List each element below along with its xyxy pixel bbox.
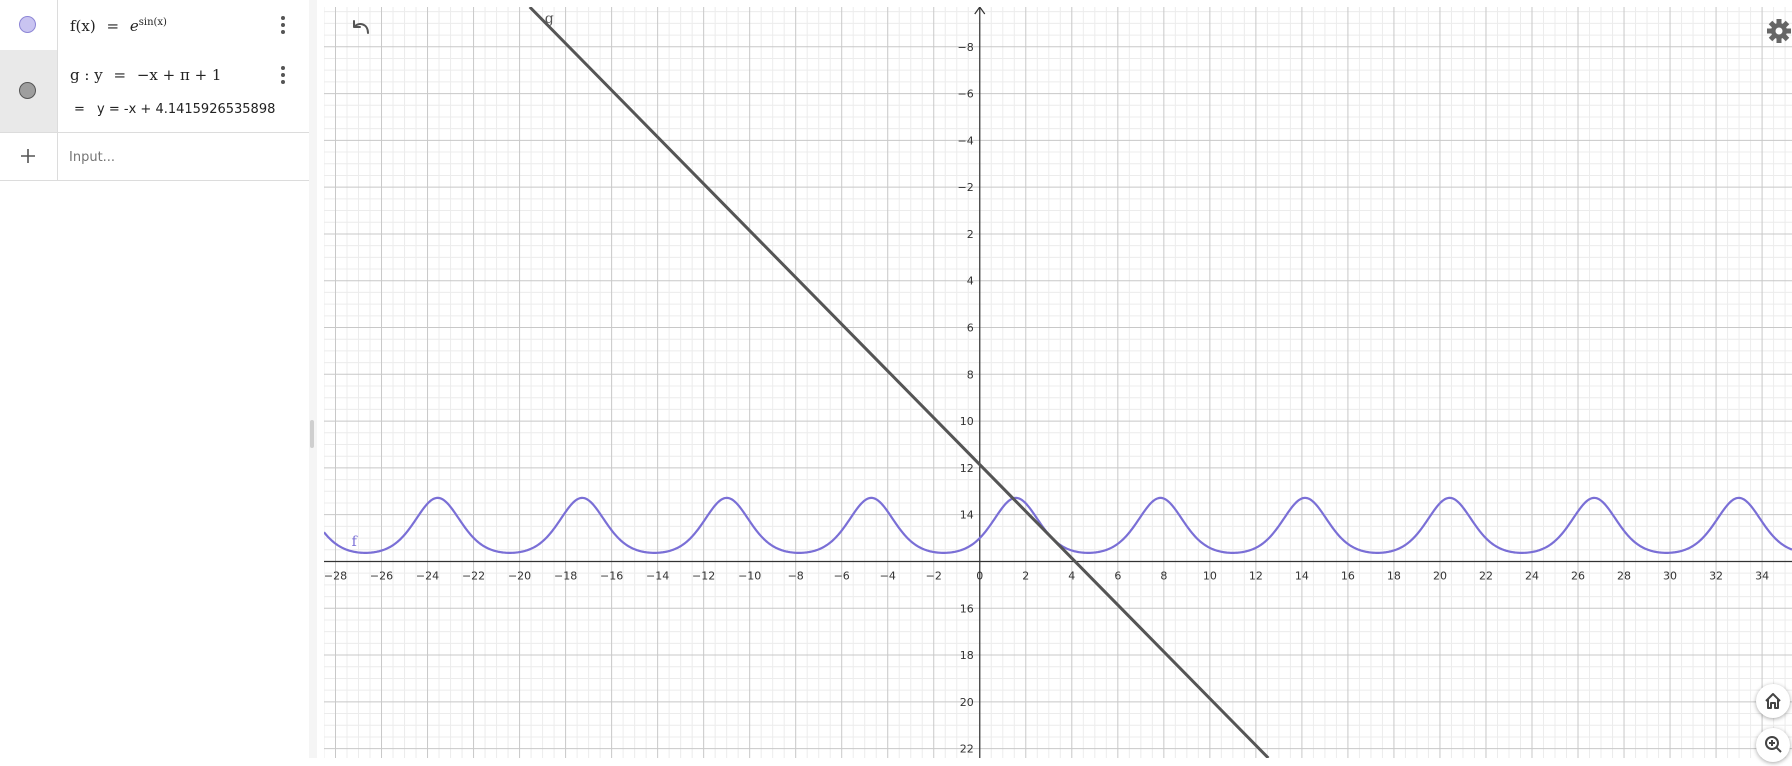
x-tick-label: −8	[788, 569, 804, 582]
x-tick-label: 34	[1755, 569, 1769, 582]
y-tick-label: 14	[960, 509, 974, 522]
curve-label-f: f	[352, 534, 359, 550]
x-tick-label: −18	[554, 569, 577, 582]
y-tick-label: −4	[958, 134, 974, 147]
algebra-row-f[interactable]: f(x) = esin(x)	[0, 0, 309, 51]
y-axis-tick-labels: 22 20 18 16 14 12 10 8 6 4 2 −2 −4 −6 −8	[958, 41, 974, 756]
x-tick-label: 26	[1571, 569, 1585, 582]
y-tick-label: 2	[967, 228, 974, 241]
algebra-input-field[interactable]	[67, 145, 291, 169]
home-button[interactable]	[1756, 684, 1790, 718]
x-tick-label: −28	[324, 569, 347, 582]
major-grid	[324, 7, 1792, 758]
plus-icon[interactable]	[20, 148, 36, 164]
visibility-toggle-g[interactable]	[19, 82, 36, 99]
value-text: y = -x + 4.1415926535898	[97, 102, 276, 117]
x-tick-label: −4	[880, 569, 896, 582]
y-tick-label: 16	[960, 602, 974, 615]
y-tick-label: 18	[960, 649, 974, 662]
x-tick-label: −12	[692, 569, 715, 582]
x-tick-label: 14	[1295, 569, 1309, 582]
y-tick-label: 20	[960, 696, 974, 709]
x-tick-label: −10	[738, 569, 761, 582]
minor-grid	[324, 7, 1792, 758]
view-splitter[interactable]	[309, 0, 317, 758]
marble-cell	[0, 132, 58, 180]
axes	[324, 7, 1792, 758]
visibility-toggle-f[interactable]	[19, 16, 36, 33]
x-tick-label: −16	[600, 569, 623, 582]
algebra-input-row[interactable]	[0, 132, 309, 181]
equals-sign: =	[106, 17, 120, 35]
x-tick-label: 0	[976, 569, 983, 582]
x-tick-label: 8	[1160, 569, 1167, 582]
undo-icon[interactable]	[348, 19, 372, 43]
x-tick-label: 28	[1617, 569, 1631, 582]
x-tick-label: 10	[1203, 569, 1217, 582]
function-name: f(x)	[70, 17, 96, 35]
zoom-icon	[1765, 736, 1782, 753]
x-tick-label: −2	[926, 569, 942, 582]
y-axis-arrow	[974, 7, 986, 15]
x-tick-label: 6	[1114, 569, 1121, 582]
value-g: = y = -x + 4.1415926535898	[74, 102, 275, 117]
y-tick-label: 4	[967, 275, 974, 288]
value-equals: =	[74, 102, 85, 117]
x-tick-label: 22	[1479, 569, 1493, 582]
y-tick-label: −6	[958, 88, 974, 101]
x-tick-label: 32	[1709, 569, 1723, 582]
x-tick-label: 16	[1341, 569, 1355, 582]
line-label-g: g	[545, 11, 554, 27]
x-tick-label: 18	[1387, 569, 1401, 582]
x-tick-label: −22	[462, 569, 485, 582]
zoom-button[interactable]	[1756, 728, 1790, 762]
line-g[interactable]	[528, 7, 1270, 758]
y-tick-label: 6	[967, 322, 974, 335]
marble-cell	[0, 0, 58, 50]
splitter-grip[interactable]	[310, 420, 314, 448]
x-axis-tick-labels: −28 −26 −24 −22 −20 −18 −16 −14 −12 −10 −8 −6 −4 −2 0 2…	[324, 569, 1769, 582]
expression-f[interactable]: f(x) = esin(x)	[70, 17, 167, 35]
gear-icon[interactable]	[1766, 18, 1792, 44]
y-tick-label: 22	[960, 743, 974, 756]
x-tick-label: 12	[1249, 569, 1263, 582]
algebra-view: f(x) = esin(x) g : y = −x + π + 1 = y = …	[0, 0, 309, 758]
y-tick-label: −2	[958, 181, 974, 194]
y-tick-label: 12	[960, 462, 974, 475]
x-tick-label: −20	[508, 569, 531, 582]
y-tick-label: 10	[960, 415, 974, 428]
marble-cell	[0, 50, 58, 132]
object-label: g : y	[70, 66, 103, 84]
graphics-view[interactable]: −28 −26 −24 −22 −20 −18 −16 −14 −12 −10 −8 −6 −4 −2 0 2…	[324, 7, 1792, 758]
exp-exponent: sin(x)	[138, 17, 167, 28]
algebra-row-g[interactable]: g : y = −x + π + 1 = y = -x + 4.14159265…	[0, 50, 309, 133]
x-tick-label: −24	[416, 569, 439, 582]
x-tick-label: 24	[1525, 569, 1539, 582]
home-icon	[1765, 693, 1781, 709]
y-tick-label: 8	[967, 368, 974, 381]
equals-sign: =	[113, 66, 127, 84]
x-tick-label: −14	[646, 569, 669, 582]
x-tick-label: −26	[370, 569, 393, 582]
x-tick-label: 30	[1663, 569, 1677, 582]
y-tick-label: −8	[958, 41, 974, 54]
definition-g[interactable]: g : y = −x + π + 1	[70, 66, 221, 84]
menu-dots-icon[interactable]	[276, 14, 290, 36]
x-tick-label: 20	[1433, 569, 1447, 582]
x-tick-label: 4	[1068, 569, 1075, 582]
x-tick-label: −6	[834, 569, 850, 582]
definition-text: −x + π + 1	[136, 66, 222, 84]
exp-base: e	[129, 17, 139, 35]
menu-dots-icon[interactable]	[276, 64, 290, 86]
x-tick-label: 2	[1022, 569, 1029, 582]
